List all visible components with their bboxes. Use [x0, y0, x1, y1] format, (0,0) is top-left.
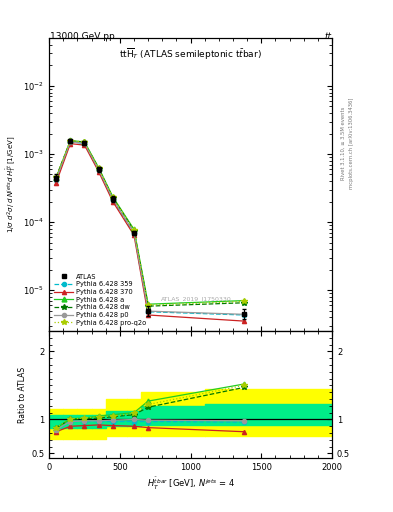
Legend: ATLAS, Pythia 6.428 359, Pythia 6.428 370, Pythia 6.428 a, Pythia 6.428 dw, Pyth: ATLAS, Pythia 6.428 359, Pythia 6.428 37…: [52, 272, 148, 328]
Y-axis label: Ratio to ATLAS: Ratio to ATLAS: [18, 367, 27, 423]
Text: tt: tt: [324, 32, 331, 41]
Text: ATLAS_2019_I1750330: ATLAS_2019_I1750330: [161, 296, 231, 302]
Text: 13000 GeV pp: 13000 GeV pp: [50, 32, 115, 41]
Text: mcplots.cern.ch [arXiv:1306.3436]: mcplots.cern.ch [arXiv:1306.3436]: [349, 98, 354, 189]
Y-axis label: $1/\sigma\;d^2\sigma\,/\,d\,N^{jets}\,d\,H_T^{\bar{t}t}\;[1/\mathrm{GeV}]$: $1/\sigma\;d^2\sigma\,/\,d\,N^{jets}\,d\…: [5, 136, 19, 233]
X-axis label: $H_T^{\bar{t}bar}$ [GeV], $N^{jets}$ = 4: $H_T^{\bar{t}bar}$ [GeV], $N^{jets}$ = 4: [147, 476, 235, 493]
Text: Rivet 3.1.10, ≥ 3.5M events: Rivet 3.1.10, ≥ 3.5M events: [341, 106, 346, 180]
Text: tt$\overline{\mathrm{H}}_T$ (ATLAS semileptonic t$\bar{t}$bar): tt$\overline{\mathrm{H}}_T$ (ATLAS semil…: [119, 47, 262, 62]
